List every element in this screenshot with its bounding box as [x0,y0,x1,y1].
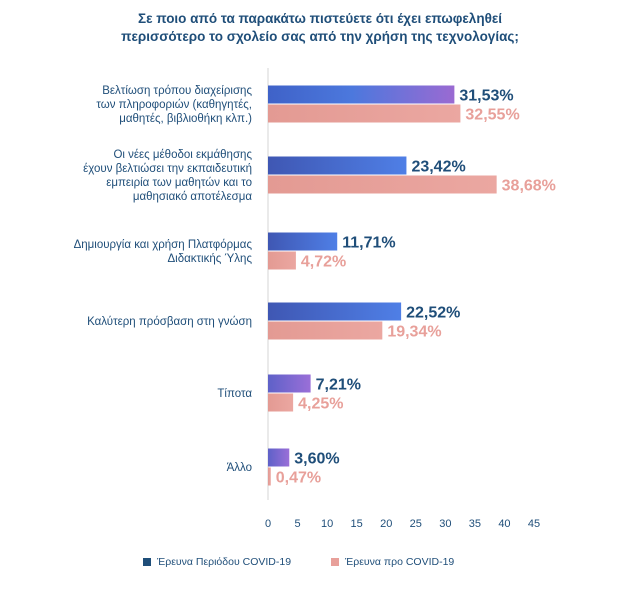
category-label: μαθησιακό αποτέλεσμα [133,191,252,203]
value-label-pre-covid: 0,47% [276,470,321,487]
value-label-pre-covid: 32,55% [465,107,519,124]
bars [268,85,497,486]
value-label-pre-covid: 38,68% [502,178,556,195]
category-label: Διδακτικής Ύλης [167,253,252,265]
x-tick-label: 15 [351,518,363,530]
bar-pre-covid [268,251,296,270]
x-tick-label: 25 [410,518,422,530]
legend-item-pre-covid: Έρευνα προ COVID-19 [331,556,454,568]
chart-title-line-2: περισσότερο το σχολείο σας από την χρήση… [121,29,519,44]
x-tick-label: 5 [294,518,300,530]
bar-pre-covid [268,467,271,486]
x-axis-ticks: 0 5 10 15 20 25 30 35 40 45 [265,518,540,530]
value-labels: 31,53% 32,55% 23,42% 38,68% 11,71% 4,72% 22,52… [276,88,556,487]
value-label-covid: 3,60% [294,451,339,468]
x-tick-label: 10 [321,518,333,530]
category-label: Τίποτα [217,388,252,400]
value-label-covid: 23,42% [411,159,465,176]
legend-label-pre-covid: Έρευνα προ COVID-19 [345,556,455,568]
value-label-covid: 22,52% [406,305,460,322]
category-label: Βελτίωση τρόπου διαχείρισης [102,85,252,97]
x-tick-label: 35 [469,518,481,530]
bar-pre-covid [268,175,497,194]
x-tick-label: 40 [498,518,510,530]
value-label-covid: 11,71% [342,235,395,252]
bar-covid [268,448,290,467]
category-label: των πληροφοριών (καθηγητές, [96,99,252,111]
category-label: Δημιουργία και χρήση Πλατφόρμας [74,239,253,251]
bar-pre-covid [268,104,461,123]
bar-pre-covid [268,393,294,412]
bar-covid [268,156,407,175]
bar-covid [268,302,402,321]
bar-covid [268,85,455,104]
bar-covid [268,232,338,251]
bar-covid [268,374,311,393]
bar-pre-covid [268,321,383,340]
legend-label-covid: Έρευνα Περιόδου COVID-19 [157,556,292,568]
category-labels: Βελτίωση τρόπου διαχείρισης των πληροφορι… [74,85,253,474]
x-tick-label: 45 [528,518,540,530]
category-label: Οι νέες μέθοδοι εκμάθησης [113,149,252,161]
legend-item-covid: Έρευνα Περιόδου COVID-19 [143,556,291,568]
category-label: εμπειρία των μαθητών και το [106,177,252,189]
category-label: έχουν βελτιώσει την εκπαιδευτική [83,163,252,175]
value-label-pre-covid: 19,34% [387,324,441,341]
legend-swatch-pre-covid [331,558,339,566]
value-label-covid: 31,53% [459,88,513,105]
legend-swatch-covid [143,558,151,566]
category-label: Καλύτερη πρόσβαση στη γνώση [87,316,252,328]
x-tick-label: 20 [380,518,392,530]
x-tick-label: 0 [265,518,271,530]
chart-title-line-1: Σε ποιο από τα παρακάτω πιστεύετε ότι έχ… [137,11,503,26]
category-label: Άλλο [227,462,252,474]
value-label-pre-covid: 4,72% [301,254,346,271]
chart-title: Σε ποιο από τα παρακάτω πιστεύετε ότι έχ… [60,10,580,46]
x-tick-label: 30 [439,518,451,530]
category-label: μαθητές, βιβλιοθήκη κλπ.) [119,113,252,125]
value-label-pre-covid: 4,25% [298,396,343,413]
value-label-covid: 7,21% [316,377,361,394]
